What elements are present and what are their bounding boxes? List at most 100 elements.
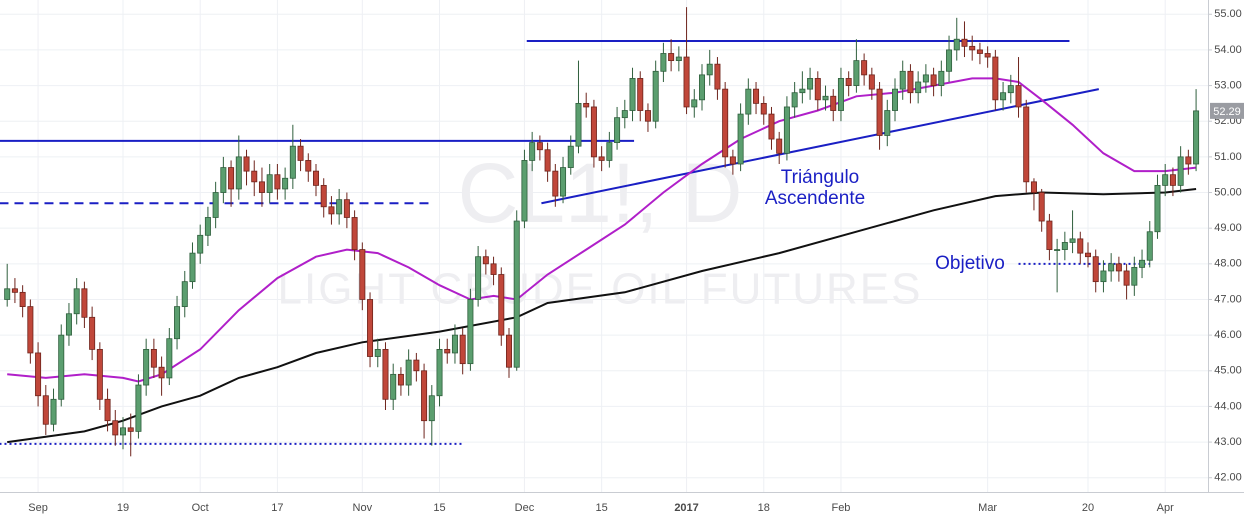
candle-body: [27, 306, 34, 354]
candle-body: [320, 184, 327, 208]
candle-body: [444, 348, 451, 354]
candle-body: [521, 160, 528, 222]
candle-body: [961, 38, 968, 47]
candle-body: [899, 70, 906, 90]
candle-body: [397, 373, 404, 386]
candle-body: [807, 78, 814, 90]
candle-body: [1162, 174, 1169, 186]
candle-body: [1092, 256, 1099, 283]
candle-body: [536, 142, 543, 151]
x-tick-label: Feb: [831, 502, 850, 514]
candle-body: [459, 334, 466, 365]
candle-body: [228, 167, 235, 190]
candle-body: [413, 359, 420, 372]
candle-body: [482, 256, 489, 265]
candle-body: [258, 181, 265, 193]
watermark-symbol: CL1!, D: [458, 146, 743, 240]
candle-body: [660, 53, 667, 72]
candle-body: [969, 45, 976, 51]
axes: 42.00 43.00 44.00 45.00 46.00 47.00 48.00 49.00…: [28, 8, 1244, 514]
candle-body: [930, 74, 937, 86]
candle-body: [884, 110, 891, 136]
candle-body: [367, 299, 374, 357]
candle-body: [729, 156, 736, 165]
candle-body: [791, 92, 798, 108]
candle-body: [475, 256, 482, 300]
candle-body: [451, 334, 458, 354]
candle-body: [328, 206, 335, 215]
candle-body: [822, 95, 829, 101]
candle-body: [297, 145, 304, 161]
candle-body: [4, 288, 11, 300]
candle-body: [799, 88, 806, 94]
candle-body: [243, 156, 250, 172]
candle-body: [1154, 184, 1161, 233]
candle-body: [174, 306, 181, 340]
candle-body: [1069, 238, 1076, 243]
y-tick-label: 49.00: [1214, 222, 1242, 234]
candle-body: [621, 110, 628, 119]
candle-body: [158, 366, 165, 379]
candle-body: [1139, 259, 1146, 268]
candle-body: [50, 398, 57, 425]
candle-body: [112, 420, 119, 436]
candle-body: [405, 359, 412, 386]
candle-body: [96, 348, 103, 400]
candle-body: [197, 234, 204, 254]
candle-body: [714, 63, 721, 90]
candle-body: [498, 274, 505, 336]
candle-body: [73, 288, 80, 315]
candle-body: [583, 102, 590, 108]
candle-body: [706, 63, 713, 76]
x-tick-label: Mar: [978, 502, 997, 514]
candle-body: [1015, 85, 1022, 108]
candle-body: [830, 95, 837, 111]
candle-body: [552, 170, 559, 197]
watermark-name: LIGHT CRUDE OIL FUTURES: [278, 265, 923, 314]
x-tick-label: Apr: [1157, 502, 1174, 514]
last-price-label: 52.29: [1213, 106, 1241, 118]
candle-body: [590, 106, 597, 158]
candle-body: [606, 142, 613, 161]
candle-body: [19, 291, 26, 308]
y-tick-label: 48.00: [1214, 258, 1242, 270]
candle-body: [104, 398, 111, 422]
candle-body: [505, 334, 512, 368]
candle-body: [915, 81, 922, 94]
candle-body: [1023, 106, 1030, 183]
candle-body: [289, 145, 296, 179]
candle-body: [1030, 181, 1037, 193]
candle-body: [953, 38, 960, 51]
candle-body: [11, 288, 18, 293]
candle-body: [614, 117, 621, 144]
candle-body: [644, 110, 651, 122]
x-tick-label: 19: [117, 502, 129, 514]
last-price-box: [1210, 102, 1244, 119]
candle-body: [467, 299, 474, 365]
candle-body: [65, 313, 72, 336]
candle-body: [135, 384, 142, 432]
candle-body: [868, 74, 875, 90]
y-tick-label: 55.00: [1214, 8, 1242, 20]
moving-average: [7, 188, 1197, 444]
candle-body: [58, 334, 65, 400]
x-tick-label: 20: [1082, 502, 1094, 514]
y-tick-label: 53.00: [1214, 79, 1242, 91]
x-tick-label: Sep: [28, 502, 48, 514]
candle-body: [220, 167, 227, 193]
candle-body: [544, 149, 551, 172]
candle-body: [776, 138, 783, 154]
candle-body: [1177, 156, 1184, 186]
annotation: Triángulo: [781, 167, 860, 188]
candle-body: [428, 395, 435, 422]
candle-body: [390, 373, 397, 400]
y-tick-label: 47.00: [1214, 293, 1242, 305]
candle-body: [984, 53, 991, 58]
candle-body: [1146, 231, 1153, 261]
candle-body: [89, 316, 96, 350]
x-tick-label: Oct: [192, 502, 209, 514]
candle-body: [783, 106, 790, 154]
y-tick-label: 42.00: [1214, 472, 1242, 484]
